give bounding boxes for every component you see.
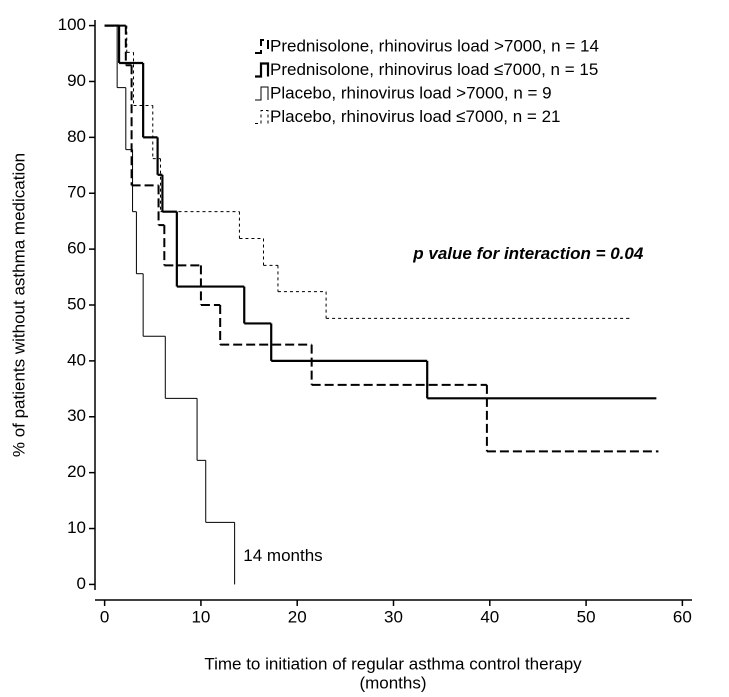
annotation: 14 months (243, 546, 322, 565)
y-tick-label: 10 (67, 518, 86, 537)
legend-label: Prednisolone, rhinovirus load >7000, n =… (270, 36, 599, 55)
legend-label: Placebo, rhinovirus load >7000, n = 9 (270, 83, 552, 102)
x-tick-label: 50 (577, 607, 596, 626)
y-tick-label: 50 (67, 294, 86, 313)
legend-swatch (255, 62, 270, 78)
y-tick-label: 70 (67, 183, 86, 202)
y-tick-label: 0 (77, 574, 86, 593)
y-tick-label: 40 (67, 350, 86, 369)
legend-swatch (255, 39, 269, 54)
legend-swatch (255, 110, 269, 124)
x-tick-label: 60 (673, 607, 692, 626)
y-tick-label: 60 (67, 239, 86, 258)
x-tick-label: 20 (288, 607, 307, 626)
annotation: p value for interaction = 0.04 (412, 244, 644, 263)
x-axis-label: Time to initiation of regular asthma con… (204, 654, 582, 673)
y-axis-label: % of patients without asthma medication (9, 153, 28, 457)
x-axis-label: (months) (359, 673, 426, 692)
legend-swatch (255, 86, 269, 101)
x-tick-label: 30 (384, 607, 403, 626)
y-tick-label: 20 (67, 462, 86, 481)
y-tick-label: 100 (58, 15, 86, 34)
y-tick-label: 90 (67, 71, 86, 90)
x-tick-label: 10 (191, 607, 210, 626)
legend-label: Prednisolone, rhinovirus load ≤7000, n =… (270, 60, 598, 79)
y-tick-label: 30 (67, 406, 86, 425)
legend-label: Placebo, rhinovirus load ≤7000, n = 21 (270, 107, 561, 126)
y-tick-label: 80 (67, 127, 86, 146)
x-tick-label: 40 (480, 607, 499, 626)
x-tick-label: 0 (100, 607, 109, 626)
